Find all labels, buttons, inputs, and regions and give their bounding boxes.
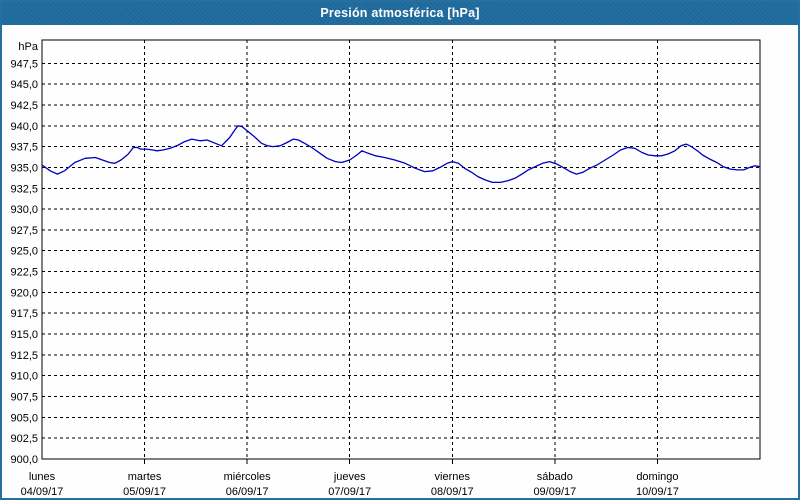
- y-tick-label-937,5: 937,5: [10, 142, 38, 154]
- y-tick-label-900,0: 900,0: [10, 454, 38, 466]
- y-tick-label-930,0: 930,0: [10, 204, 38, 216]
- x-label-day-jueves: jueves: [333, 471, 366, 483]
- window-title: Presión atmosférica [hPa]: [320, 5, 480, 20]
- y-tick-label-947,5: 947,5: [10, 58, 38, 70]
- x-label-day-viernes: viernes: [435, 471, 471, 483]
- x-label-date-05/09/17: 05/09/17: [123, 486, 166, 498]
- x-label-date-09/09/17: 09/09/17: [533, 486, 576, 498]
- y-tick-label-942,5: 942,5: [10, 100, 38, 112]
- x-label-date-10/09/17: 10/09/17: [636, 486, 679, 498]
- y-tick-label-905,0: 905,0: [10, 412, 38, 424]
- y-tick-label-907,5: 907,5: [10, 392, 38, 404]
- y-tick-label-917,5: 917,5: [10, 308, 38, 320]
- y-tick-label-925,0: 925,0: [10, 246, 38, 258]
- y-tick-label-915,0: 915,0: [10, 329, 38, 341]
- x-label-day-lunes: lunes: [29, 471, 56, 483]
- y-tick-label-912,5: 912,5: [10, 350, 38, 362]
- x-label-date-08/09/17: 08/09/17: [431, 486, 474, 498]
- y-tick-label-945,0: 945,0: [10, 79, 38, 91]
- y-tick-label-922,5: 922,5: [10, 267, 38, 279]
- y-tick-label-927,5: 927,5: [10, 225, 38, 237]
- y-tick-label-920,0: 920,0: [10, 287, 38, 299]
- x-label-date-07/09/17: 07/09/17: [328, 486, 371, 498]
- y-tick-label-932,5: 932,5: [10, 183, 38, 195]
- title-bar: Presión atmosférica [hPa]: [0, 0, 800, 25]
- y-tick-label-940,0: 940,0: [10, 121, 38, 133]
- y-tick-label-935,0: 935,0: [10, 162, 38, 174]
- y-tick-label-910,0: 910,0: [10, 371, 38, 383]
- y-axis-unit-label: hPa: [18, 41, 38, 53]
- x-label-day-sábado: sábado: [537, 471, 573, 483]
- x-label-day-domingo: domingo: [636, 471, 678, 483]
- x-label-date-04/09/17: 04/09/17: [21, 486, 64, 498]
- y-tick-label-902,5: 902,5: [10, 433, 38, 445]
- x-label-date-06/09/17: 06/09/17: [226, 486, 269, 498]
- pressure-line: [41, 125, 761, 184]
- x-label-day-miércoles: miércoles: [224, 471, 272, 483]
- x-label-day-martes: martes: [128, 471, 162, 483]
- plot-border: [41, 39, 761, 460]
